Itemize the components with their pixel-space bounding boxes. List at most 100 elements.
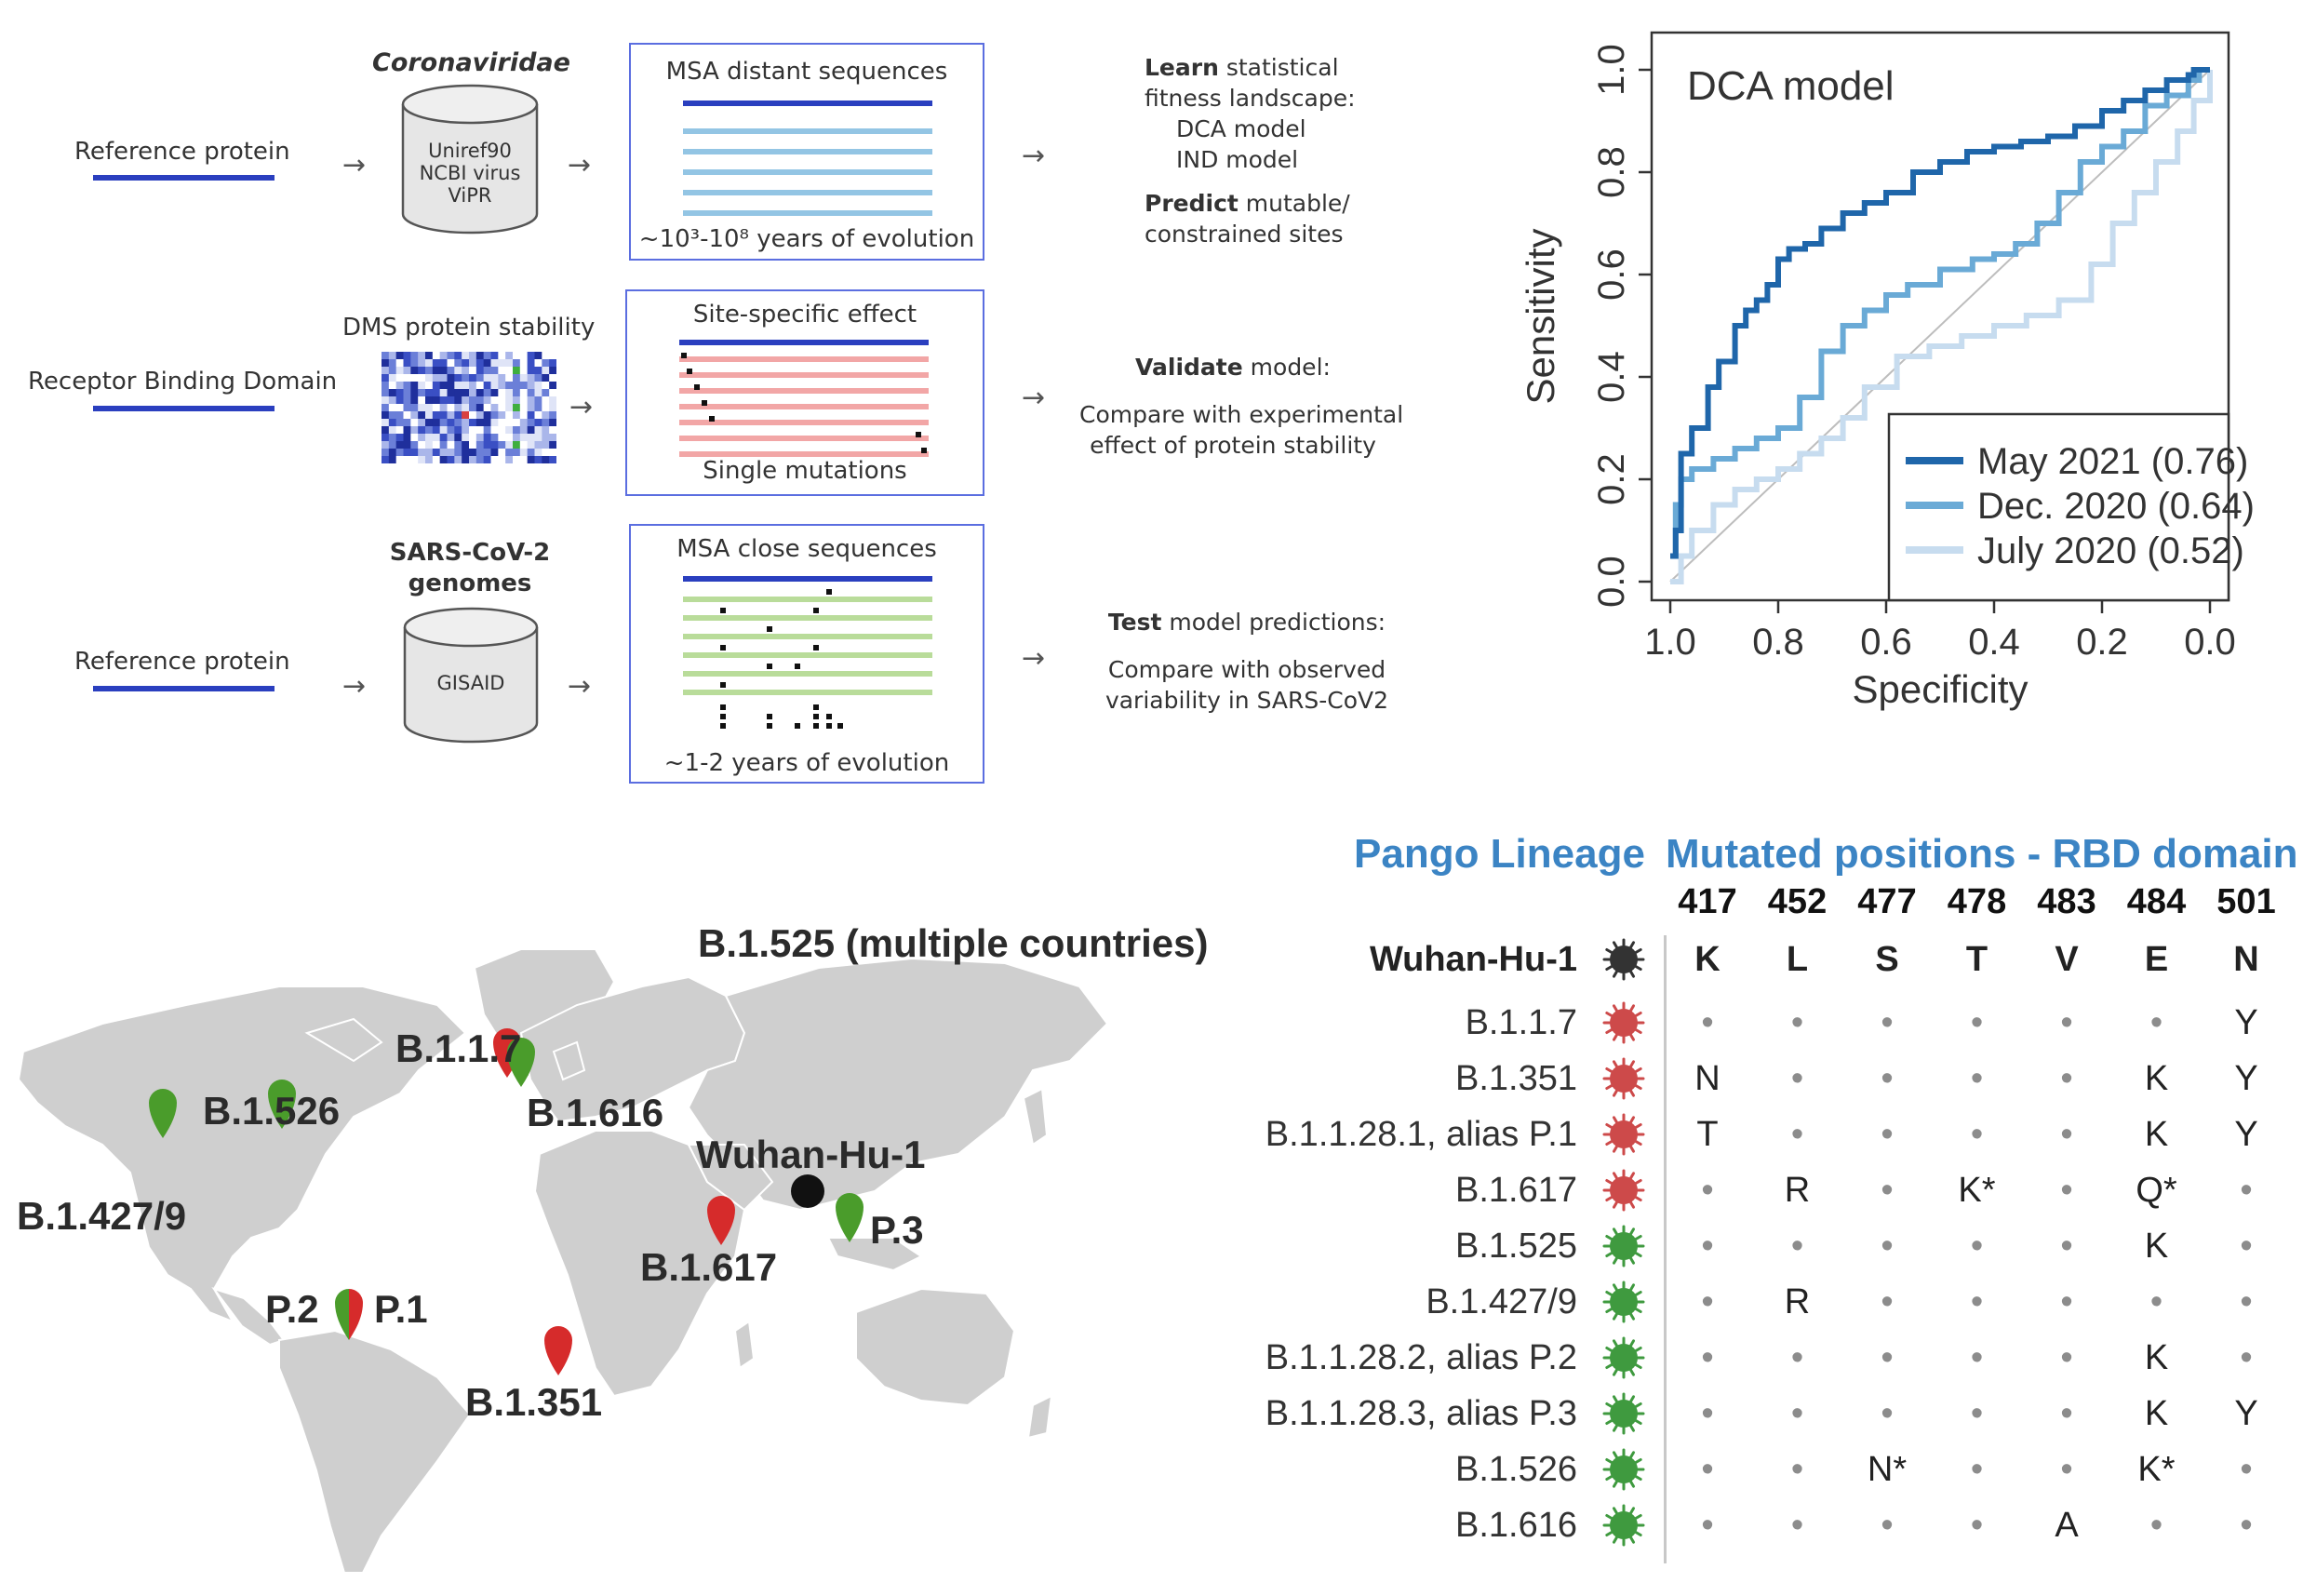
- residue-cell: •: [1790, 1450, 1804, 1489]
- heatmap-cell: [534, 367, 542, 375]
- residue-cell: K: [2144, 1227, 2169, 1266]
- heatmap-cell: [382, 419, 390, 427]
- heatmap-cell: [382, 434, 390, 442]
- map-label-b1617: B.1.617: [640, 1245, 778, 1289]
- heatmap-cell: [475, 367, 485, 375]
- heatmap-cell: [527, 404, 535, 412]
- heatmap-cell: [425, 389, 434, 397]
- heatmap-cell: [447, 389, 455, 397]
- position-header: 478: [1947, 882, 2007, 921]
- pin-b14279: [149, 1089, 177, 1138]
- heatmap-cell: [542, 434, 550, 442]
- heatmap-cell: [382, 359, 390, 368]
- heatmap-cell: [388, 419, 397, 427]
- heatmap-cell: [395, 404, 404, 412]
- heatmap-cell: [432, 389, 441, 397]
- effect-seq: [679, 451, 929, 457]
- mutation-dot: [767, 664, 772, 669]
- heatmap-cell: [410, 382, 419, 390]
- row2-arrow-1: →: [569, 391, 594, 423]
- mutation-dot: [813, 723, 819, 729]
- residue-cell: •: [2060, 1227, 2073, 1266]
- residue-cell: Y: [2234, 1115, 2258, 1154]
- mutation-dot: [813, 645, 819, 650]
- heatmap-cell: [505, 374, 514, 382]
- heatmap-cell: [498, 359, 506, 368]
- heatmap-cell: [534, 396, 542, 405]
- residue-cell: •: [1701, 1003, 1714, 1042]
- heatmap-cell: [542, 352, 550, 360]
- lineage-name: B.1.526: [1455, 1450, 1577, 1489]
- heatmap-cell: [534, 389, 542, 397]
- heatmap-cell: [410, 434, 419, 442]
- heatmap-cell: [439, 411, 448, 420]
- learn-dca: DCA model: [1176, 115, 1306, 142]
- heatmap-cell: [498, 449, 506, 457]
- residue-cell: •: [1970, 1282, 1984, 1321]
- heatmap-cell: [395, 374, 404, 382]
- heatmap-cell: [475, 434, 485, 442]
- mutation-dot: [681, 353, 687, 358]
- residue-cell: •: [1970, 1115, 1984, 1154]
- heatmap-cell: [519, 389, 529, 397]
- heatmap-cell: [447, 411, 455, 420]
- heatmap-cell: [534, 449, 542, 457]
- heatmap-cell: [410, 352, 419, 360]
- heatmap-cell: [462, 419, 470, 427]
- heatmap-cell: [395, 441, 404, 449]
- heatmap-cell: [498, 419, 506, 427]
- heatmap-cell: [462, 456, 470, 463]
- y-tick-label: 0.4: [1591, 351, 1632, 403]
- heatmap-cell: [513, 359, 521, 368]
- heatmap-cell: [505, 404, 514, 412]
- heatmap-cell: [527, 411, 535, 420]
- residue-cell: •: [2060, 1450, 2073, 1489]
- heatmap-cell: [425, 434, 434, 442]
- heatmap-cell: [425, 382, 434, 390]
- heatmap-cell: [425, 411, 434, 420]
- map-label-b117: B.1.1.7: [395, 1026, 522, 1070]
- position-header: 417: [1678, 882, 1737, 921]
- residue-cell: K: [2144, 1338, 2169, 1377]
- heatmap-cell: [418, 419, 426, 427]
- heatmap-cell: [483, 456, 491, 463]
- row1-learn-block: Learn statistical fitness landscape: DCA…: [1145, 52, 1356, 249]
- heatmap-cell: [527, 374, 535, 382]
- y-tick-label: 0.0: [1591, 556, 1632, 608]
- legend-label: Dec. 2020 (0.64): [1977, 486, 2255, 527]
- position-header: 452: [1767, 882, 1828, 921]
- heatmap-cell: [534, 419, 542, 427]
- residue-cell: •: [1881, 1338, 1894, 1377]
- lineage-virus-icon: [1602, 1336, 1645, 1379]
- heatmap-cell: [418, 449, 426, 457]
- heatmap-cell: [432, 374, 441, 382]
- heatmap-cell: [432, 359, 441, 368]
- row3-reference-line: [93, 686, 274, 691]
- heatmap-cell: [395, 359, 404, 368]
- map-label-b1616: B.1.616: [527, 1091, 664, 1134]
- heatmap-cell: [454, 359, 462, 368]
- heatmap-cell: [447, 456, 455, 463]
- close-seq: [683, 597, 932, 602]
- heatmap-cell: [395, 389, 404, 397]
- close-ref-seq: [683, 576, 932, 582]
- row3-box-caption: ~1-2 years of evolution: [663, 749, 950, 777]
- heatmap-cell: [469, 441, 477, 449]
- heatmap-cell: [395, 434, 404, 442]
- residue-cell: •: [1970, 1450, 1984, 1489]
- residue-cell: T: [1696, 1115, 1719, 1154]
- heatmap-cell: [388, 404, 397, 412]
- heatmap-cell: [382, 404, 390, 412]
- lineage-name: B.1.1.28.1, alias P.1: [1265, 1115, 1577, 1154]
- heatmap-cell: [549, 352, 556, 360]
- heatmap-cell: [382, 449, 390, 457]
- heatmap-cell: [519, 359, 529, 368]
- heatmap-cell: [425, 419, 434, 427]
- heatmap-cell: [418, 359, 426, 368]
- heatmap-cell: [490, 396, 499, 405]
- residue-cell: •: [1701, 1282, 1714, 1321]
- position-header: 477: [1857, 882, 1917, 921]
- heatmap-cell: [469, 374, 477, 382]
- heatmap-cell: [432, 404, 441, 412]
- heatmap-cell: [432, 434, 441, 442]
